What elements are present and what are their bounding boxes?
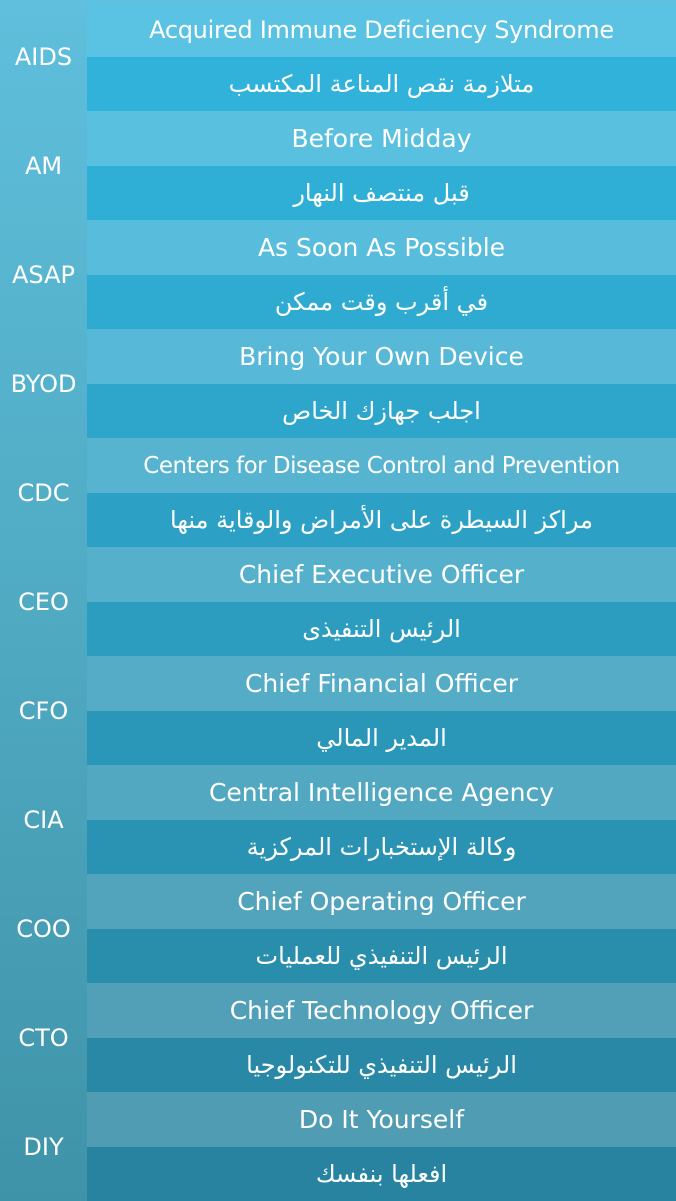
english-expansion: Before Midday bbox=[87, 111, 676, 166]
english-expansion: Centers for Disease Control and Preventi… bbox=[87, 438, 676, 493]
acronym-entry-cfo: CFO Chief Financial Officer المدير المال… bbox=[0, 656, 676, 765]
acronym-entry-cdc: CDC Centers for Disease Control and Prev… bbox=[0, 438, 676, 547]
arabic-translation: في أقرب وقت ممكن bbox=[87, 275, 676, 329]
abbreviation: ASAP bbox=[12, 260, 75, 289]
arabic-translation: الرئيس التنفيذى bbox=[87, 602, 676, 656]
english-expansion: As Soon As Possible bbox=[87, 220, 676, 275]
acronym-entry-cia: CIA Central Intelligence Agency وكالة ال… bbox=[0, 765, 676, 874]
english-expansion: Chief Financial Officer bbox=[87, 656, 676, 711]
arabic-translation: مراكز السيطرة على الأمراض والوقاية منها bbox=[87, 493, 676, 547]
abbreviation: COO bbox=[16, 914, 71, 943]
arabic-translation: افعلها بنفسك bbox=[87, 1147, 676, 1201]
abbreviation: AIDS bbox=[14, 42, 73, 71]
english-expansion: Central Intelligence Agency bbox=[87, 765, 676, 820]
english-expansion: Bring Your Own Device bbox=[87, 329, 676, 384]
arabic-translation: المدير المالي bbox=[87, 711, 676, 765]
arabic-translation: قبل منتصف النهار bbox=[87, 166, 676, 220]
english-expansion: Chief Operating Officer bbox=[87, 874, 676, 929]
abbreviation: CIA bbox=[23, 805, 64, 834]
arabic-translation: متلازمة نقص المناعة المكتسب bbox=[87, 57, 676, 111]
acronym-entry-ceo: CEO Chief Executive Officer الرئيس التنف… bbox=[0, 547, 676, 656]
acronym-entry-aids: AIDS Acquired Immune Deficiency Syndrome… bbox=[0, 2, 676, 111]
abbreviation: DIY bbox=[23, 1132, 64, 1161]
english-expansion: Do It Yourself bbox=[87, 1092, 676, 1147]
acronym-entry-am: AM Before Midday قبل منتصف النهار bbox=[0, 111, 676, 220]
abbreviation: CTO bbox=[18, 1023, 69, 1052]
english-expansion: Acquired Immune Deficiency Syndrome bbox=[87, 2, 676, 57]
abbreviation: CEO bbox=[18, 587, 69, 616]
arabic-translation: الرئيس التنفيذي للتكنولوجيا bbox=[87, 1038, 676, 1092]
abbreviation: AM bbox=[24, 151, 63, 180]
english-expansion: Chief Executive Officer bbox=[87, 547, 676, 602]
acronym-entry-coo: COO Chief Operating Officer الرئيس التنف… bbox=[0, 874, 676, 983]
acronym-entry-byod: BYOD Bring Your Own Device اجلب جهازك ال… bbox=[0, 329, 676, 438]
acronym-entry-cto: CTO Chief Technology Officer الرئيس التن… bbox=[0, 983, 676, 1092]
abbreviation: CFO bbox=[18, 696, 69, 725]
arabic-translation: اجلب جهازك الخاص bbox=[87, 384, 676, 438]
abbreviation: CDC bbox=[17, 478, 70, 507]
abbreviation: BYOD bbox=[10, 369, 77, 398]
acronym-entry-diy: DIY Do It Yourself افعلها بنفسك bbox=[0, 1092, 676, 1201]
arabic-translation: وكالة الإستخبارات المركزية bbox=[87, 820, 676, 874]
english-expansion: Chief Technology Officer bbox=[87, 983, 676, 1038]
arabic-translation: الرئيس التنفيذي للعمليات bbox=[87, 929, 676, 983]
acronym-entry-asap: ASAP As Soon As Possible في أقرب وقت ممك… bbox=[0, 220, 676, 329]
